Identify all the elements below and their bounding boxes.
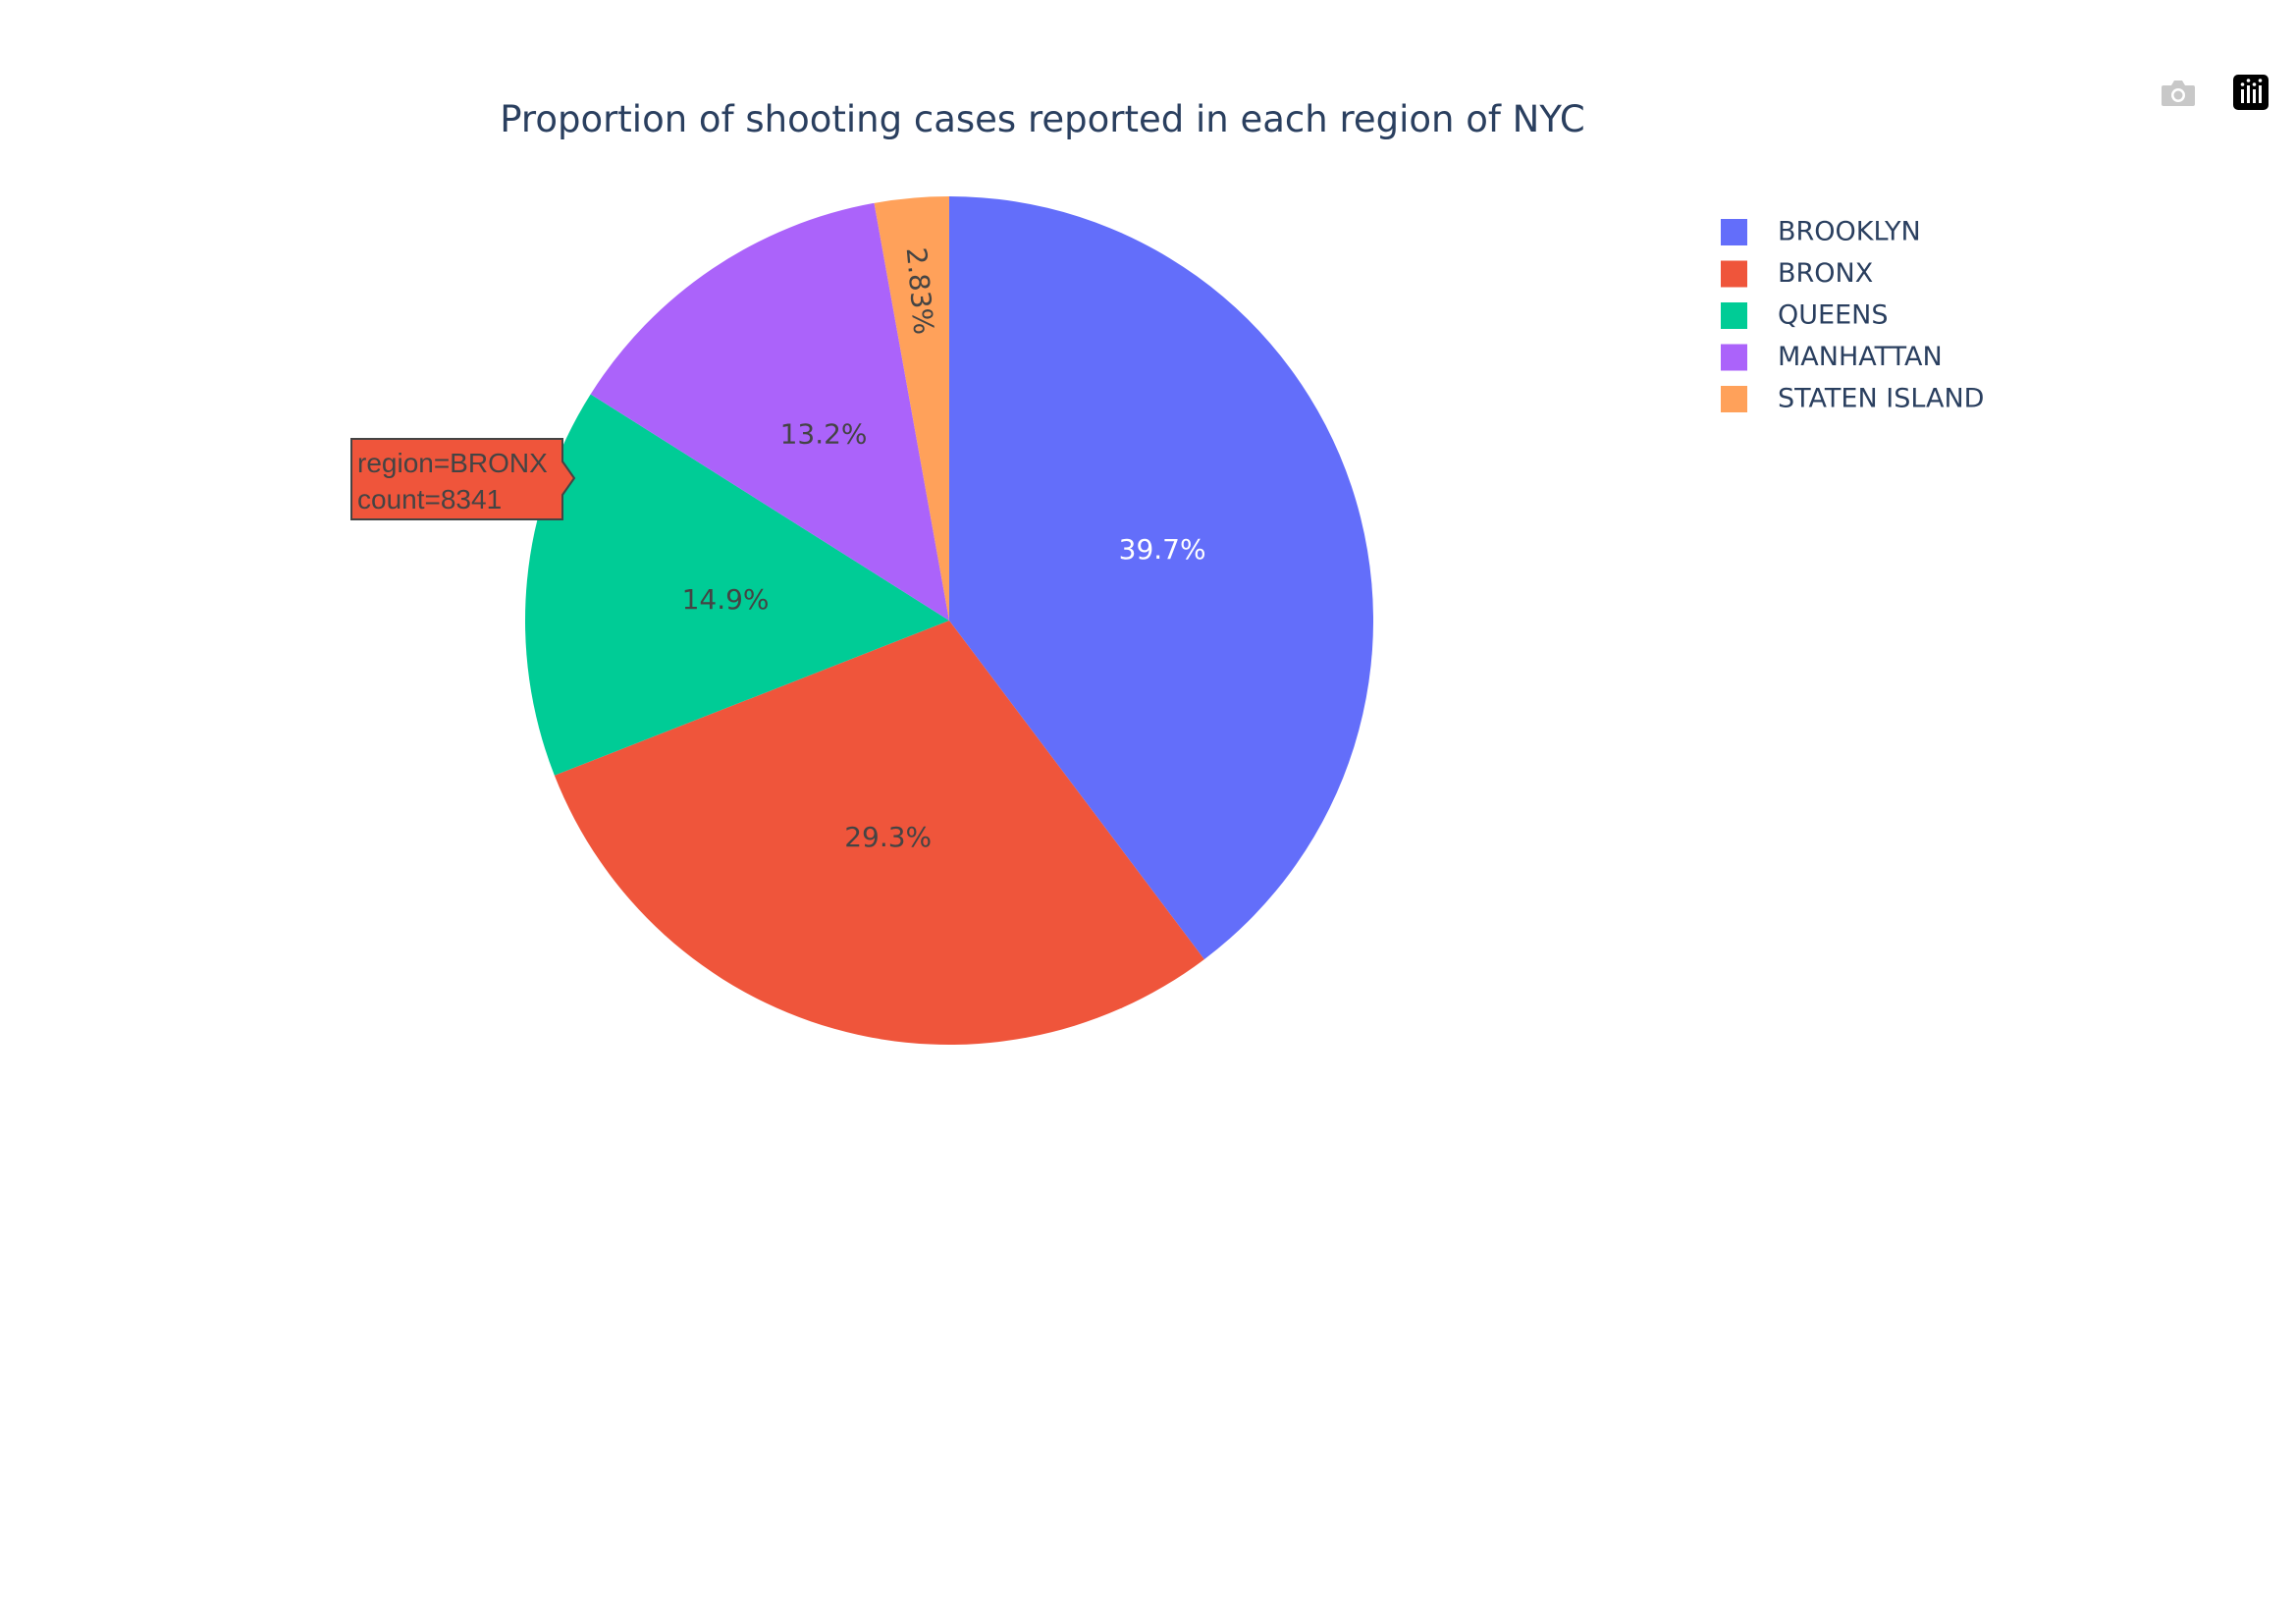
hover-line-region: region=BRONX — [357, 448, 548, 478]
hover-tooltip: region=BRONX count=8341 — [350, 438, 576, 520]
pie-slice-brooklyn[interactable] — [949, 196, 1373, 960]
legend-swatch-queens[interactable] — [1721, 302, 1747, 329]
slice-label-queens: 14.9% — [682, 583, 770, 616]
camera-icon[interactable] — [2161, 75, 2196, 110]
slice-label-manhattan: 13.2% — [780, 418, 868, 451]
hover-tooltip-box — [350, 438, 576, 520]
legend-swatch-staten-island[interactable] — [1721, 386, 1747, 412]
slice-label-brooklyn: 39.7% — [1119, 533, 1206, 566]
legend-swatch-brooklyn[interactable] — [1721, 219, 1747, 245]
pie-slice-bronx[interactable] — [554, 621, 1204, 1045]
hover-line-count: count=8341 — [357, 484, 502, 514]
legend-label-manhattan[interactable]: MANHATTAN — [1778, 342, 1943, 372]
legend-swatch-manhattan[interactable] — [1721, 344, 1747, 371]
pie-slice-labels: 39.7% 29.3% 14.9% 13.2% 2.83% — [682, 246, 1206, 853]
legend-label-brooklyn[interactable]: BROOKLYN — [1778, 217, 1921, 247]
legend-label-bronx[interactable]: BRONX — [1778, 258, 1873, 289]
slice-label-bronx: 29.3% — [844, 821, 932, 853]
pie-slice-staten-island[interactable] — [874, 196, 949, 621]
legend: BROOKLYN BRONX QUEENS MANHATTAN STATEN ISLAN… — [1721, 217, 1984, 414]
slice-label-staten-island: 2.83% — [900, 246, 940, 337]
legend-swatch-bronx[interactable] — [1721, 260, 1747, 288]
modebar — [2161, 75, 2269, 110]
plotly-logo-icon[interactable] — [2233, 75, 2269, 110]
pie-slice-manhattan[interactable] — [590, 202, 949, 622]
legend-label-queens[interactable]: QUEENS — [1778, 300, 1888, 331]
legend-label-staten-island[interactable]: STATEN ISLAND — [1778, 384, 1984, 414]
pie-slice-queens[interactable] — [525, 394, 949, 776]
pie-slices — [525, 196, 1373, 1045]
chart-title: Proportion of shooting cases reported in… — [500, 98, 1584, 140]
